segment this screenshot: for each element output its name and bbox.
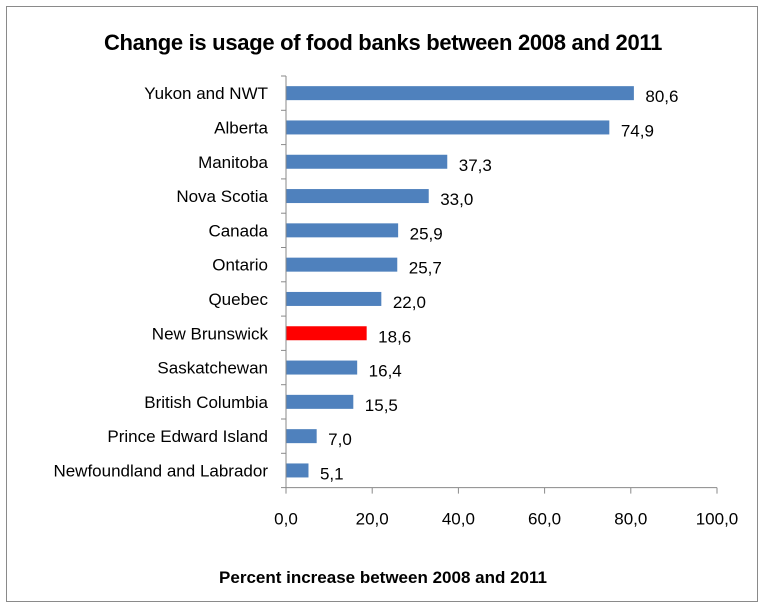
data-label: 74,9	[621, 121, 654, 140]
data-label: 15,5	[365, 396, 398, 415]
bar	[286, 86, 634, 101]
data-label: 37,3	[459, 156, 492, 175]
bar	[286, 223, 399, 238]
data-label: 33,0	[440, 190, 473, 209]
x-axis-label: Percent increase between 2008 and 2011	[219, 568, 547, 587]
bar	[286, 326, 367, 341]
category-label: Manitoba	[198, 153, 268, 172]
bar	[286, 154, 448, 169]
category-label: Prince Edward Island	[107, 427, 268, 446]
category-label: Ontario	[212, 256, 268, 275]
category-label: Newfoundland and Labrador	[53, 461, 268, 480]
bar	[286, 360, 358, 375]
x-tick-label: 20,0	[356, 510, 389, 529]
x-tick-label: 40,0	[442, 510, 475, 529]
chart-title: Change is usage of food banks between 20…	[103, 30, 663, 55]
x-tick-label: 0,0	[274, 510, 298, 529]
bar	[286, 429, 317, 444]
bar	[286, 189, 429, 204]
bar	[286, 291, 382, 306]
category-label: Alberta	[214, 118, 268, 137]
bar	[286, 120, 610, 135]
data-label: 25,7	[409, 259, 442, 278]
data-label: 5,1	[320, 464, 344, 483]
category-label: Yukon and NWT	[144, 84, 268, 103]
data-label: 80,6	[645, 87, 678, 106]
category-label: Canada	[208, 221, 268, 240]
category-label: Saskatchewan	[157, 359, 268, 378]
bar	[286, 463, 309, 478]
data-label: 25,9	[410, 224, 443, 243]
data-label: 7,0	[328, 430, 352, 449]
data-label: 22,0	[393, 293, 426, 312]
category-label: Nova Scotia	[176, 187, 268, 206]
x-tick-label: 60,0	[528, 510, 561, 529]
category-label: British Columbia	[144, 393, 268, 412]
category-label: New Brunswick	[152, 324, 269, 343]
category-label: Quebec	[208, 290, 268, 309]
data-label: 16,4	[369, 362, 402, 381]
chart-frame	[6, 6, 758, 602]
data-label: 18,6	[378, 327, 411, 346]
bar	[286, 257, 398, 272]
x-tick-label: 100,0	[696, 510, 739, 529]
bar	[286, 394, 354, 409]
x-tick-label: 80,0	[614, 510, 647, 529]
